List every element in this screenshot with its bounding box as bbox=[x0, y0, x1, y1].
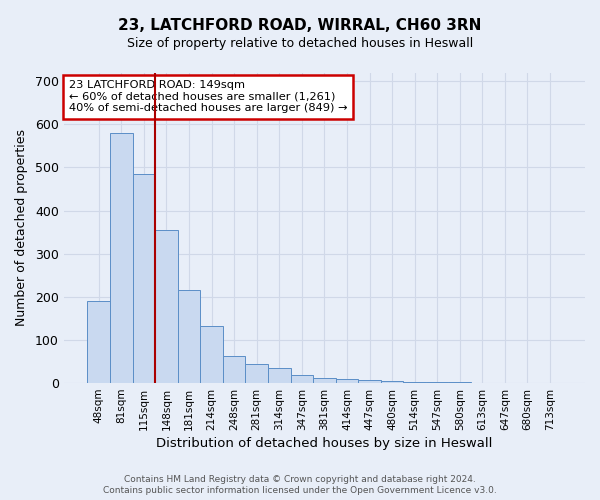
Bar bbox=[448, 382, 471, 383]
Bar bbox=[403, 382, 426, 383]
Bar bbox=[335, 379, 358, 383]
Text: Contains public sector information licensed under the Open Government Licence v3: Contains public sector information licen… bbox=[103, 486, 497, 495]
Y-axis label: Number of detached properties: Number of detached properties bbox=[15, 130, 28, 326]
Bar bbox=[426, 382, 448, 383]
Bar bbox=[155, 230, 178, 383]
Bar bbox=[381, 381, 403, 383]
Bar bbox=[290, 376, 313, 383]
Text: 23, LATCHFORD ROAD, WIRRAL, CH60 3RN: 23, LATCHFORD ROAD, WIRRAL, CH60 3RN bbox=[118, 18, 482, 32]
Bar bbox=[268, 368, 290, 383]
Bar bbox=[223, 356, 245, 383]
Bar bbox=[245, 364, 268, 383]
Bar bbox=[110, 133, 133, 383]
Bar bbox=[88, 301, 110, 383]
Bar bbox=[133, 174, 155, 383]
Bar bbox=[200, 326, 223, 383]
Bar bbox=[178, 290, 200, 383]
Text: Size of property relative to detached houses in Heswall: Size of property relative to detached ho… bbox=[127, 38, 473, 51]
Text: Contains HM Land Registry data © Crown copyright and database right 2024.: Contains HM Land Registry data © Crown c… bbox=[124, 475, 476, 484]
X-axis label: Distribution of detached houses by size in Heswall: Distribution of detached houses by size … bbox=[156, 437, 493, 450]
Text: 23 LATCHFORD ROAD: 149sqm
← 60% of detached houses are smaller (1,261)
40% of se: 23 LATCHFORD ROAD: 149sqm ← 60% of detac… bbox=[69, 80, 347, 114]
Bar bbox=[313, 378, 335, 383]
Bar bbox=[358, 380, 381, 383]
